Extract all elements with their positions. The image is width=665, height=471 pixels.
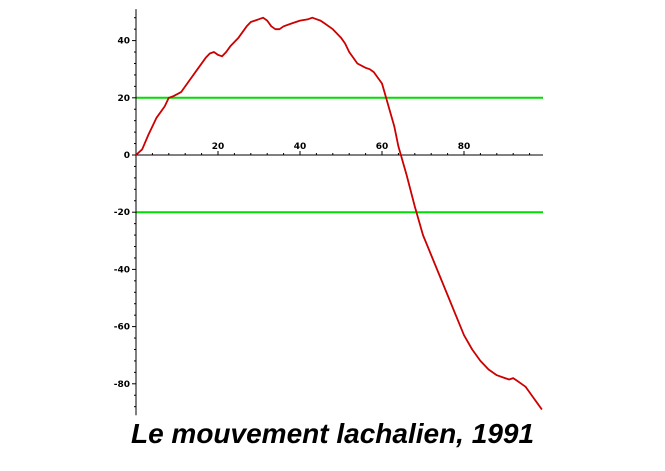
y-tick-label: 20 (117, 94, 130, 104)
reference-lines (136, 96, 543, 214)
line-chart: 40 20 0 -20 -40 -60 -80 20 40 60 80 (114, 9, 543, 416)
series-line-0 (135, 16, 543, 411)
tick-labels: 40 20 0 -20 -40 -60 -80 20 40 60 80 (114, 37, 471, 390)
y-tick-label: -20 (114, 208, 130, 218)
series-layer (135, 16, 543, 411)
y-tick-label: 0 (124, 151, 130, 161)
x-tick-label: 60 (376, 142, 389, 152)
chart-caption: Le mouvement lachalien, 1991 (130, 418, 535, 449)
x-tick-label: 80 (458, 142, 471, 152)
axes (132, 9, 543, 416)
y-tick-label: -80 (114, 380, 130, 390)
y-tick-label: -60 (114, 323, 130, 333)
x-tick-label: 40 (294, 142, 307, 152)
y-tick-label: 40 (117, 37, 130, 47)
x-tick-label: 20 (212, 142, 225, 152)
y-tick-label: -40 (114, 265, 130, 275)
